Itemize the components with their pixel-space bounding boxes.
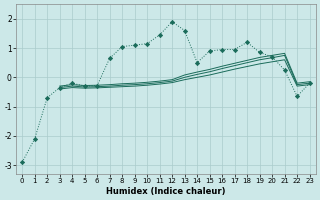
X-axis label: Humidex (Indice chaleur): Humidex (Indice chaleur) [106, 187, 226, 196]
